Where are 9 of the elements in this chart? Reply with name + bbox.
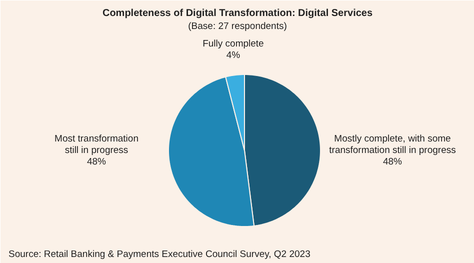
source-note: Source: Retail Banking & Payments Executive Council Survey, Q2 2023 <box>8 249 310 260</box>
data-label: 48% <box>382 156 403 168</box>
chart-subtitle: (Base: 27 respondents) <box>188 21 287 32</box>
slice-label: Mostly complete, with some transformation still in progress <box>329 134 456 156</box>
chart-title: Completeness of Digital Transformation: Digital Services <box>102 8 373 19</box>
data-label: 48% <box>86 156 107 168</box>
slice-label: Most transformation still in progress <box>54 134 138 156</box>
slice-label: Fully complete <box>202 38 264 50</box>
data-label: 4% <box>226 50 241 62</box>
